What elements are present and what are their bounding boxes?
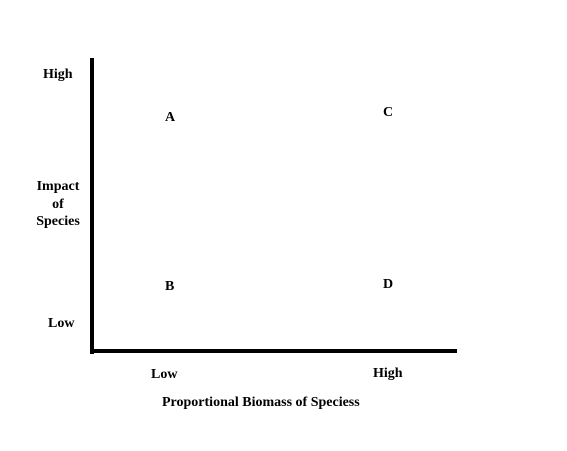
y-axis-title: Impact of Species <box>28 178 88 231</box>
x-axis-title: Proportional Biomass of Speciess <box>162 395 360 410</box>
quadrant-b-label: B <box>165 279 175 294</box>
x-axis-high-label: High <box>373 366 403 381</box>
x-axis-line <box>90 349 457 353</box>
y-axis-line <box>90 58 94 354</box>
y-axis-title-line-2: of <box>52 196 64 212</box>
quadrant-d-label: D <box>383 277 394 292</box>
quadrant-c-label: C <box>383 105 394 120</box>
quadrant-a-label: A <box>165 110 176 125</box>
x-axis-low-label: Low <box>151 367 178 382</box>
y-axis-title-line-3: Species <box>36 214 80 229</box>
y-axis-low-label: Low <box>48 316 75 331</box>
y-axis-title-line-1: Impact <box>36 179 80 194</box>
y-axis-high-label: High <box>43 67 73 82</box>
